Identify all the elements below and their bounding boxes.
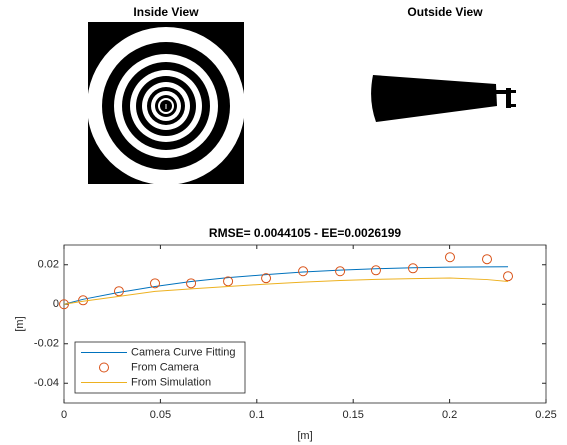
outside-view-image bbox=[371, 75, 516, 122]
x-tick-label: 0 bbox=[61, 409, 67, 421]
data-point bbox=[113, 286, 124, 297]
data-point bbox=[503, 271, 514, 282]
legend-label: From Simulation bbox=[131, 376, 211, 388]
y-tick-label: 0 bbox=[53, 298, 59, 310]
x-tick-label: 0.2 bbox=[442, 409, 457, 421]
data-point bbox=[150, 278, 161, 289]
inside-view-image bbox=[87, 22, 245, 185]
x-axis-label: [m] bbox=[297, 430, 312, 442]
data-point bbox=[223, 276, 234, 287]
legend-box bbox=[74, 341, 246, 394]
y-tick-label: -0.04 bbox=[34, 377, 59, 389]
panel-title: Inside View bbox=[133, 5, 199, 19]
x-tick-label: 0.15 bbox=[342, 409, 363, 421]
data-point bbox=[370, 265, 381, 276]
data-point bbox=[482, 254, 493, 265]
y-tick-label: -0.02 bbox=[34, 338, 59, 350]
y-axis-label: [m] bbox=[14, 316, 26, 331]
x-tick-label: 0.1 bbox=[249, 409, 264, 421]
data-line bbox=[63, 266, 509, 305]
x-tick-label: 0.25 bbox=[535, 409, 556, 421]
data-point bbox=[298, 266, 309, 277]
legend-label: From Camera bbox=[131, 361, 200, 373]
data-line bbox=[63, 277, 509, 305]
plot: 0 0.05 0.1 0.15 0.2 0.25 -0.04 -0.02 0 0.02 Camera… bbox=[34, 245, 557, 421]
data-point bbox=[59, 299, 69, 310]
legend-marker bbox=[99, 362, 109, 373]
data-point bbox=[407, 263, 418, 274]
data-point bbox=[444, 252, 455, 263]
legend-label: Camera Curve Fitting bbox=[131, 346, 236, 358]
chart-title: RMSE= 0.0044105 - EE=0.0026199 bbox=[209, 226, 401, 240]
data-point bbox=[261, 273, 272, 284]
y-tick-label: 0.02 bbox=[38, 259, 59, 271]
data-point bbox=[186, 278, 197, 289]
x-tick-label: 0.05 bbox=[150, 409, 171, 421]
panel-title: Outside View bbox=[407, 5, 483, 19]
data-point bbox=[335, 266, 346, 277]
